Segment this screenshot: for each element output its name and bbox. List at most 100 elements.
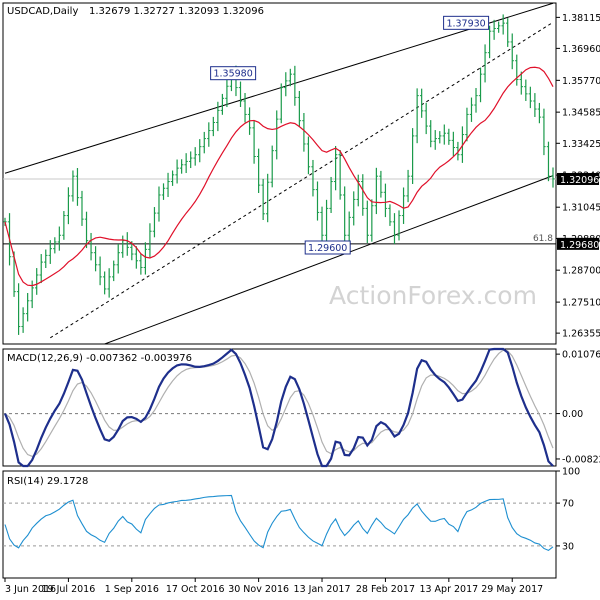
ohlc-bar <box>193 147 197 166</box>
ohlc-bar <box>39 254 43 284</box>
x-axis-label: 3 Jun 2016 <box>5 584 56 595</box>
ohlc-bar <box>333 145 338 191</box>
ohlc-bar <box>220 93 225 115</box>
ohlc-bar <box>415 88 419 144</box>
ohlc-bar <box>252 120 256 164</box>
ohlc-bar <box>243 93 247 123</box>
ohlc-bar <box>265 173 270 223</box>
ohlc-bar <box>487 25 492 59</box>
ohlc-bar <box>84 211 89 249</box>
ohlc-bar <box>102 271 107 295</box>
ohlc-bar <box>225 77 229 108</box>
macd-label: MACD(12,26,9) -0.007362 -0.003976 <box>7 353 192 364</box>
ohlc-bar <box>383 183 388 218</box>
ohlc-bar <box>442 124 447 145</box>
ohlc-bar <box>478 67 483 103</box>
ohlc-bar <box>528 86 533 109</box>
ohlc-bar <box>25 292 30 322</box>
ohlc-bar <box>211 116 216 137</box>
rsi-panel-frame <box>2 470 557 579</box>
channel-lower-line <box>104 175 554 345</box>
symbol-label: USDCAD,Daily <box>7 6 78 17</box>
ohlc-bar <box>107 268 111 298</box>
x-axis-label: 13 Apr 2017 <box>419 584 478 595</box>
price-axis-label: 1.34585 <box>562 108 600 119</box>
ohlc-bar <box>388 204 392 226</box>
ohlc-bar <box>62 211 66 240</box>
ohlc-bar <box>338 150 342 200</box>
ohlc-bar <box>374 167 379 215</box>
current-price-box <box>557 172 599 185</box>
price-annotation-text: 1.35980 <box>213 69 252 80</box>
current-price-text: 1.32096 <box>560 175 599 186</box>
ohlc-bar <box>166 172 170 197</box>
ohlc-bar <box>256 148 261 193</box>
price-annotation-text: 1.37930 <box>446 18 485 29</box>
ohlc-bar <box>361 174 365 216</box>
macd-axis-label: -0.008225 <box>562 454 600 465</box>
ohlc-bar <box>238 81 243 108</box>
ohlc-bar <box>161 183 166 200</box>
ohlc-bar <box>419 88 424 118</box>
price-annotation-box <box>304 240 351 255</box>
price-annotation-text: 1.29600 <box>308 243 347 254</box>
macd-line <box>3 347 554 468</box>
ohlc-bar <box>392 213 397 244</box>
ohlc-bar <box>496 21 501 33</box>
ohlc-bar <box>16 283 21 335</box>
ohlc-bar <box>519 71 523 95</box>
ohlc-bar <box>66 187 71 225</box>
fib-price-text: 1.29680 <box>560 240 599 251</box>
ohlc-bar <box>134 246 139 269</box>
ohlc-bar <box>352 191 356 226</box>
ohlc-bar <box>379 170 383 198</box>
ohlc-bar <box>306 136 311 175</box>
ohlc-bar <box>533 93 537 117</box>
ohlc-bar <box>370 199 374 242</box>
ohlc-bar <box>456 141 460 161</box>
watermark: ActionForex.com <box>329 281 537 310</box>
price-annotation-box <box>443 15 490 30</box>
macd-layer: 0.010769 0.00 -0.008225 <box>3 347 600 468</box>
channel-dashed-line <box>50 21 554 339</box>
x-axis-label: 1 Sep 2016 <box>105 584 159 595</box>
ohlc-bar <box>261 178 265 221</box>
ohlc-bar <box>116 244 120 274</box>
ohlc-bar <box>275 110 279 160</box>
price-axis-label: 1.27510 <box>562 298 600 309</box>
ohlc-bar <box>515 54 519 86</box>
ohlc-bar <box>198 139 202 163</box>
ohlc-bar <box>551 167 555 188</box>
x-axis-label: 29 May 2017 <box>481 584 543 595</box>
ohlc-bar <box>397 210 401 241</box>
ohlc-bar <box>342 186 347 244</box>
rsi-line <box>4 494 554 552</box>
ohlc-bar <box>429 120 433 148</box>
price-axis-label: 1.26355 <box>562 329 600 340</box>
ohlc-bar <box>21 307 25 333</box>
ohlc-bar <box>433 130 437 150</box>
ohlc-bar <box>401 187 406 224</box>
price-axis-label: 1.38115 <box>562 13 600 24</box>
ohlc-bar <box>311 159 315 197</box>
ohlc-bar <box>175 159 179 184</box>
ohlc-bar <box>438 131 442 144</box>
macd-axis-label: 0.010769 <box>562 350 600 361</box>
ohlc-bar <box>410 128 415 185</box>
ohlc-bar <box>284 72 288 97</box>
ohlc-bar <box>111 260 116 282</box>
ohlc-bar <box>424 102 428 135</box>
ohlc-bar <box>179 159 184 174</box>
ohlc-bar <box>347 211 351 242</box>
ohlc-bar <box>474 88 478 113</box>
x-axis-label: 19 Jul 2016 <box>42 584 96 595</box>
ohlc-bar <box>270 145 274 188</box>
rsi-layer: 100 70 30 <box>3 467 580 552</box>
price-axis-label: 1.31045 <box>562 203 600 214</box>
ohlc-bar <box>302 112 306 152</box>
ohlc-bar <box>537 102 542 124</box>
ohlc-bar <box>216 101 220 132</box>
price-header: USDCAD,Daily 1.32679 1.32727 1.32093 1.3… <box>7 6 264 17</box>
ohlc-bar <box>297 90 302 128</box>
